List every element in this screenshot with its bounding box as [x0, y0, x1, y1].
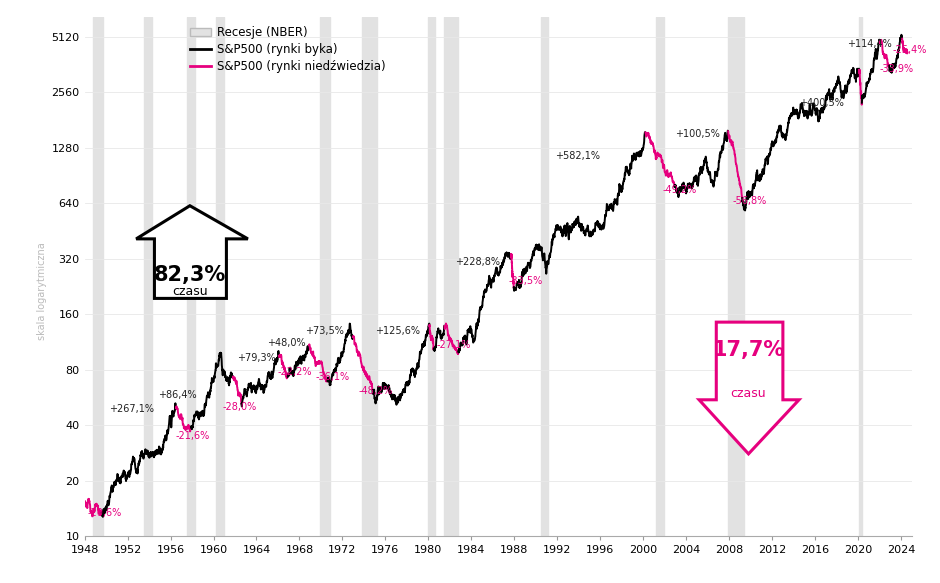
Text: -48,2%: -48,2%	[358, 385, 393, 395]
Text: +400,5%: +400,5%	[799, 98, 844, 108]
Text: -56,8%: -56,8%	[732, 196, 767, 206]
Text: -33,9%: -33,9%	[880, 64, 914, 74]
Bar	[656, 17, 664, 536]
Bar	[541, 17, 548, 536]
Text: -27,1%: -27,1%	[437, 339, 471, 350]
Bar	[728, 17, 744, 536]
Text: +73,5%: +73,5%	[305, 326, 344, 336]
Text: -28,0%: -28,0%	[222, 402, 257, 412]
Bar	[859, 17, 862, 536]
Text: +86,4%: +86,4%	[158, 390, 196, 400]
Text: +582,1%: +582,1%	[556, 151, 600, 161]
Polygon shape	[699, 322, 799, 454]
Polygon shape	[136, 206, 248, 298]
Text: +48,0%: +48,0%	[267, 338, 306, 348]
Bar	[144, 17, 152, 536]
Text: -33,5%: -33,5%	[509, 276, 543, 286]
Legend: Recesje (NBER), S&P500 (rynki byka), S&P500 (rynki niedźwiedzia): Recesje (NBER), S&P500 (rynki byka), S&P…	[190, 26, 385, 73]
Bar	[215, 17, 225, 536]
Bar	[320, 17, 330, 536]
Text: +267,1%: +267,1%	[109, 404, 154, 414]
Text: +228,8%: +228,8%	[455, 257, 500, 266]
Bar	[429, 17, 435, 536]
Bar	[362, 17, 377, 536]
Text: -49,2%: -49,2%	[663, 185, 697, 195]
Text: -21,6%: -21,6%	[176, 431, 211, 441]
Text: -22,2%: -22,2%	[278, 367, 312, 377]
Text: -20,6%: -20,6%	[87, 508, 122, 518]
Text: skala logarytmiczna: skala logarytmiczna	[38, 243, 47, 340]
Text: 17,7%: 17,7%	[713, 340, 785, 360]
Text: czasu: czasu	[172, 286, 208, 298]
Text: 82,3%: 82,3%	[154, 265, 226, 285]
Bar	[445, 17, 459, 536]
Text: -36,1%: -36,1%	[316, 371, 350, 382]
Text: +100,5%: +100,5%	[676, 129, 720, 139]
Bar	[187, 17, 196, 536]
Bar	[93, 17, 103, 536]
Text: +114,4%: +114,4%	[847, 38, 892, 49]
Text: +125,6%: +125,6%	[375, 326, 419, 336]
Text: -25,4%: -25,4%	[892, 45, 927, 55]
Text: +79,3%: +79,3%	[237, 353, 276, 363]
Text: czasu: czasu	[730, 387, 766, 400]
